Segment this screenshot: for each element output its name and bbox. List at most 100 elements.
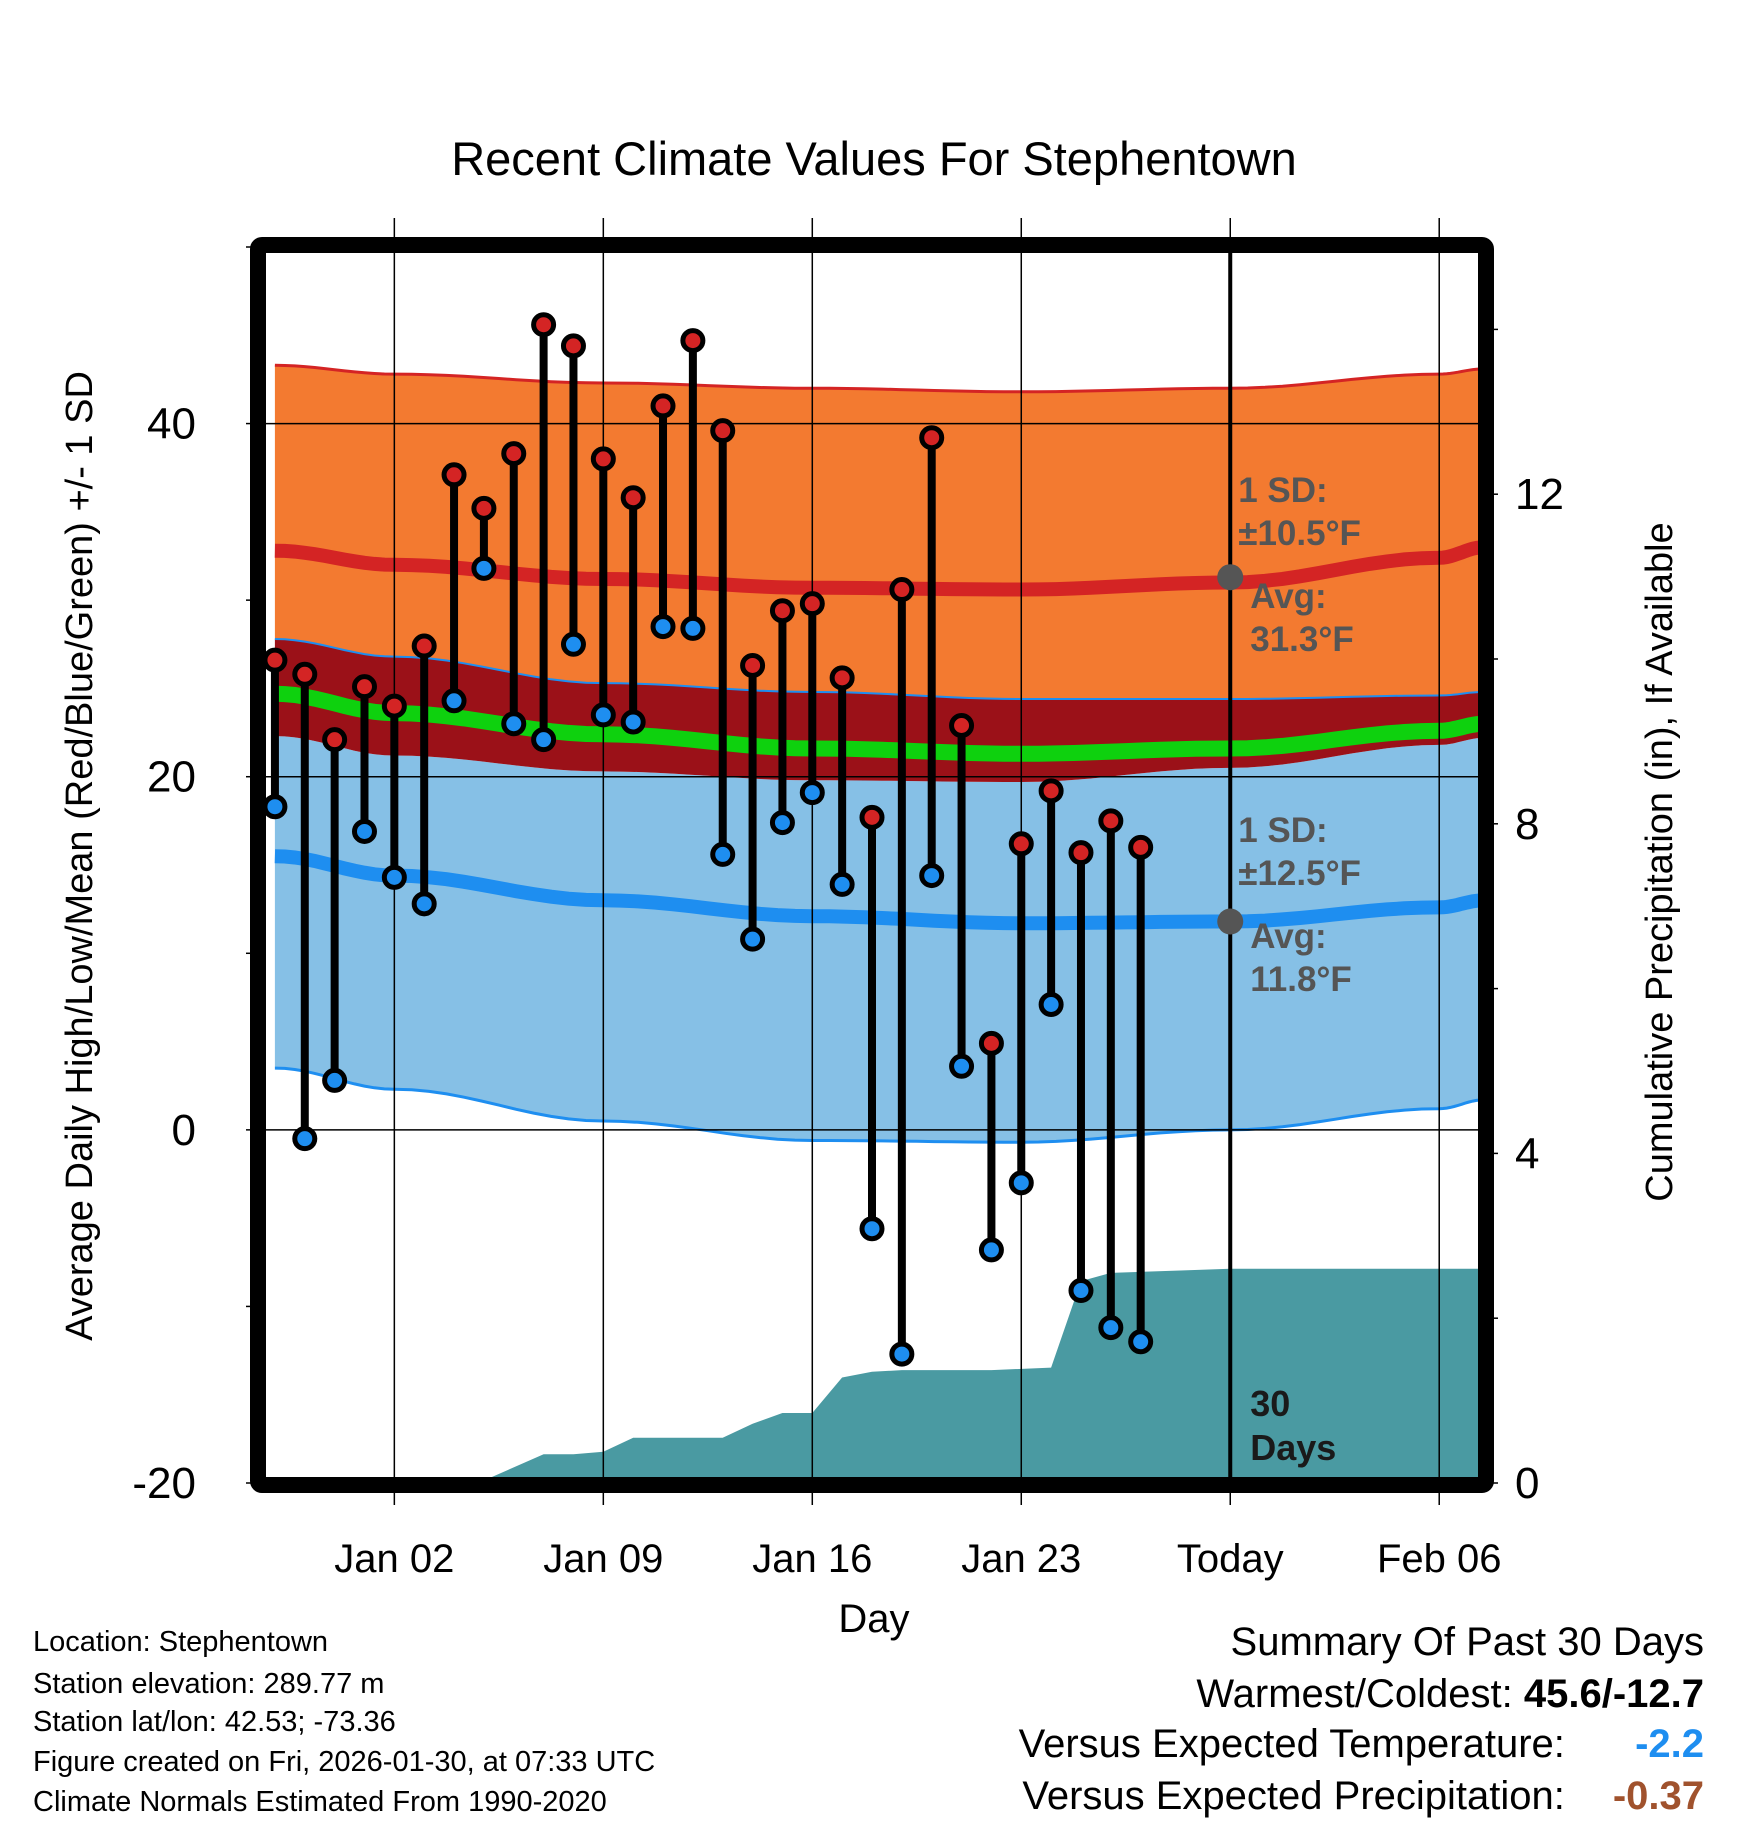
low-avg-annotation: Avg: [1250,917,1326,956]
daily-low-point [919,863,945,889]
high-sd-annotation: 1 SD: [1238,471,1327,510]
daily-low-point [620,709,646,735]
chart-title: Recent Climate Values For Stephentown [451,132,1297,185]
summary-warmest-label: Warmest/Coldest: [1196,1672,1513,1716]
y-left-tick-label: -20 [132,1459,196,1508]
y-axis-label-left: Average Daily High/Low/Mean (Red/Blue/Gr… [59,371,101,1341]
y-right-tick-label: 0 [1515,1459,1539,1508]
y-left-tick-label: 0 [172,1106,196,1155]
daily-low-point [1190,0,1210,10]
x-tick-label: Jan 02 [334,1537,454,1581]
daily-high-point [501,441,527,467]
daily-low-point [799,780,825,806]
daily-high-point [441,462,467,488]
plot-content [260,0,1484,1483]
window-unit-annotation: Days [1250,1427,1336,1468]
daily-low-point [471,555,497,581]
daily-low-point [1068,1278,1094,1304]
high-avg-value-annotation: 31.3°F [1250,620,1354,659]
daily-high-point [292,661,318,687]
summary-temp-label: Versus Expected Temperature: [1018,1722,1565,1766]
summary-title: Summary Of Past 30 Days [1230,1620,1704,1664]
x-tick-label: Jan 16 [752,1537,872,1581]
summary-precip-row: Versus Expected Precipitation: -0.37 [1022,1774,1704,1819]
high-lower-edge [274,638,1484,700]
x-tick-label: Feb 06 [1377,1537,1502,1581]
daily-high-point [1008,831,1034,857]
info-location: Location: Stephentown [33,1626,329,1658]
daily-low-point [560,631,586,657]
y-right-tick-label: 4 [1515,1129,1539,1178]
daily-low-point [1128,1329,1154,1355]
daily-low-point [650,614,676,640]
daily-high-point [799,591,825,617]
daily-high-point [829,665,855,691]
y-axis-label-right: Cumulative Precipitation (in), If Availa… [1639,522,1681,1201]
daily-high-point [1190,0,1210,10]
daily-low-point [859,1216,885,1242]
daily-low-point [949,1053,975,1079]
daily-low-point [889,1341,915,1367]
daily-low-point [978,1237,1004,1263]
x-tick-label: Jan 09 [543,1537,663,1581]
daily-low-point [590,702,616,728]
daily-low-point [381,864,407,890]
daily-low-point [262,794,288,820]
summary-precip-value: -0.37 [1612,1774,1704,1818]
high-normal-today-marker [1217,564,1244,591]
daily-low-point [740,926,766,952]
daily-low-point [1038,991,1064,1017]
daily-low-point [441,688,467,714]
daily-high-point [889,577,915,603]
daily-high-point [322,727,348,753]
high-upper-edge [274,363,1484,394]
y-left-tick-label: 40 [147,400,196,449]
y-left-tick-label: 20 [147,753,196,802]
daily-high-point [471,495,497,521]
low-normal-today-marker [1217,908,1244,935]
summary-precip-label: Versus Expected Precipitation: [1022,1774,1565,1818]
daily-low-point [351,818,377,844]
daily-high-point [978,1030,1004,1056]
daily-low-point [322,1067,348,1093]
high-sd-value-annotation: ±10.5°F [1238,514,1361,553]
daily-low-point [292,1126,318,1152]
info-created: Figure created on Fri, 2026-01-30, at 07… [33,1746,656,1778]
mean-normal-line [274,685,1484,762]
daily-low-point [1161,0,1181,10]
daily-high-point [1098,808,1124,834]
daily-low-point [411,891,437,917]
daily-low-point [710,841,736,867]
low-avg-value-annotation: 11.8°F [1250,960,1352,999]
daily-high-point [381,693,407,719]
daily-high-point [859,804,885,830]
daily-low-point [531,727,557,753]
summary-temp-value: -2.2 [1635,1722,1704,1766]
daily-low-point [1008,1170,1034,1196]
summary-temp-row: Versus Expected Temperature: -2.2 [1019,1722,1704,1767]
daily-high-point [1038,778,1064,804]
daily-low-point [769,810,795,836]
info-normals: Climate Normals Estimated From 1990-2020 [33,1786,607,1818]
daily-high-point [1068,840,1094,866]
x-tick-label: Jan 23 [961,1537,1081,1581]
daily-low-point [680,615,706,641]
low-sd-annotation: 1 SD: [1238,811,1327,850]
daily-high-point [411,633,437,659]
daily-high-point [710,418,736,444]
y-right-tick-label: 8 [1515,800,1539,849]
daily-high-point [620,485,646,511]
daily-low-point [829,871,855,897]
plot-area: 1 SD: ±10.5°F Avg: 31.3°F 1 SD: ±12.5°F Avg: 11… [132,0,1564,1581]
daily-high-point [769,598,795,624]
high-normal-line [274,540,1484,597]
daily-high-point [560,333,586,359]
daily-high-point [919,425,945,451]
summary-warmest-value: 45.6/-12.7 [1523,1672,1704,1716]
daily-high-point [1128,834,1154,860]
daily-high-point [262,647,288,673]
info-latlon: Station lat/lon: 42.53; -73.36 [33,1706,396,1738]
daily-high-point [949,713,975,739]
window-count-annotation: 30 [1250,1383,1290,1424]
